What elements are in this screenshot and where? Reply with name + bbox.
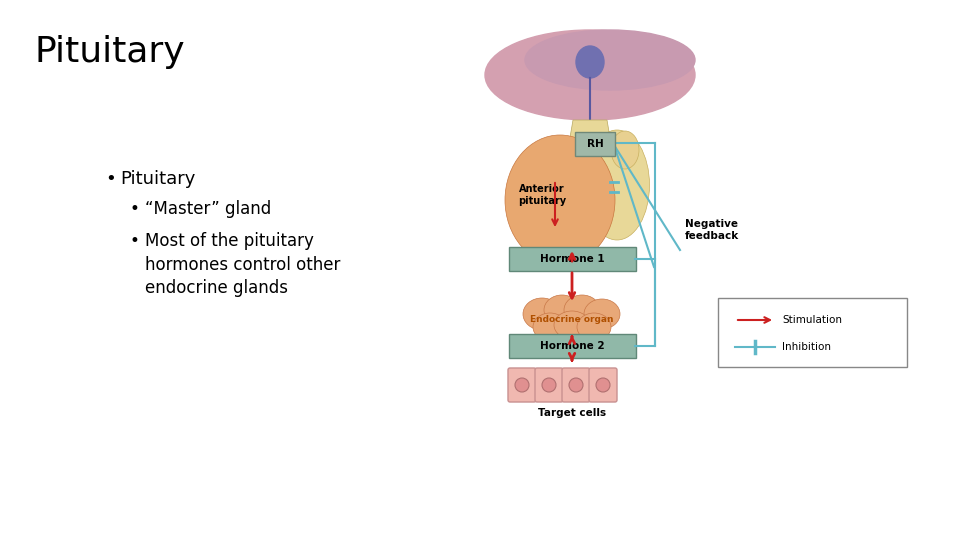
Ellipse shape bbox=[564, 295, 600, 325]
Text: •: • bbox=[130, 200, 140, 218]
Ellipse shape bbox=[611, 131, 639, 169]
Text: Stimulation: Stimulation bbox=[782, 315, 842, 325]
Text: Negative
feedback: Negative feedback bbox=[685, 219, 739, 241]
FancyBboxPatch shape bbox=[535, 368, 563, 402]
Ellipse shape bbox=[505, 135, 615, 265]
Ellipse shape bbox=[576, 46, 604, 78]
Ellipse shape bbox=[523, 298, 561, 330]
Ellipse shape bbox=[585, 130, 650, 240]
FancyBboxPatch shape bbox=[589, 368, 617, 402]
Text: Endocrine organ: Endocrine organ bbox=[530, 315, 613, 325]
Text: Pituitary: Pituitary bbox=[35, 35, 185, 69]
Circle shape bbox=[515, 378, 529, 392]
Text: Pituitary: Pituitary bbox=[120, 170, 196, 188]
Ellipse shape bbox=[525, 30, 695, 90]
Text: Inhibition: Inhibition bbox=[782, 342, 831, 352]
Text: Most of the pituitary
hormones control other
endocrine glands: Most of the pituitary hormones control o… bbox=[145, 232, 341, 297]
Circle shape bbox=[596, 378, 610, 392]
Text: •: • bbox=[105, 170, 116, 188]
Ellipse shape bbox=[485, 30, 695, 120]
Text: Hormone 1: Hormone 1 bbox=[540, 254, 605, 264]
Ellipse shape bbox=[584, 299, 620, 329]
Polygon shape bbox=[567, 120, 613, 155]
Ellipse shape bbox=[533, 313, 567, 341]
Circle shape bbox=[569, 378, 583, 392]
Ellipse shape bbox=[554, 311, 590, 339]
Text: •: • bbox=[130, 232, 140, 250]
Text: Anterior
pituitary: Anterior pituitary bbox=[518, 184, 566, 206]
FancyBboxPatch shape bbox=[575, 132, 615, 156]
Circle shape bbox=[542, 378, 556, 392]
Ellipse shape bbox=[544, 295, 580, 325]
FancyBboxPatch shape bbox=[509, 334, 636, 358]
FancyBboxPatch shape bbox=[509, 247, 636, 271]
Text: “Master” gland: “Master” gland bbox=[145, 200, 272, 218]
Text: Target cells: Target cells bbox=[538, 408, 606, 418]
FancyBboxPatch shape bbox=[562, 368, 590, 402]
Text: Hormone 2: Hormone 2 bbox=[540, 341, 605, 351]
Ellipse shape bbox=[577, 313, 611, 341]
Text: RH: RH bbox=[587, 139, 604, 149]
FancyBboxPatch shape bbox=[508, 368, 536, 402]
FancyBboxPatch shape bbox=[718, 298, 907, 367]
